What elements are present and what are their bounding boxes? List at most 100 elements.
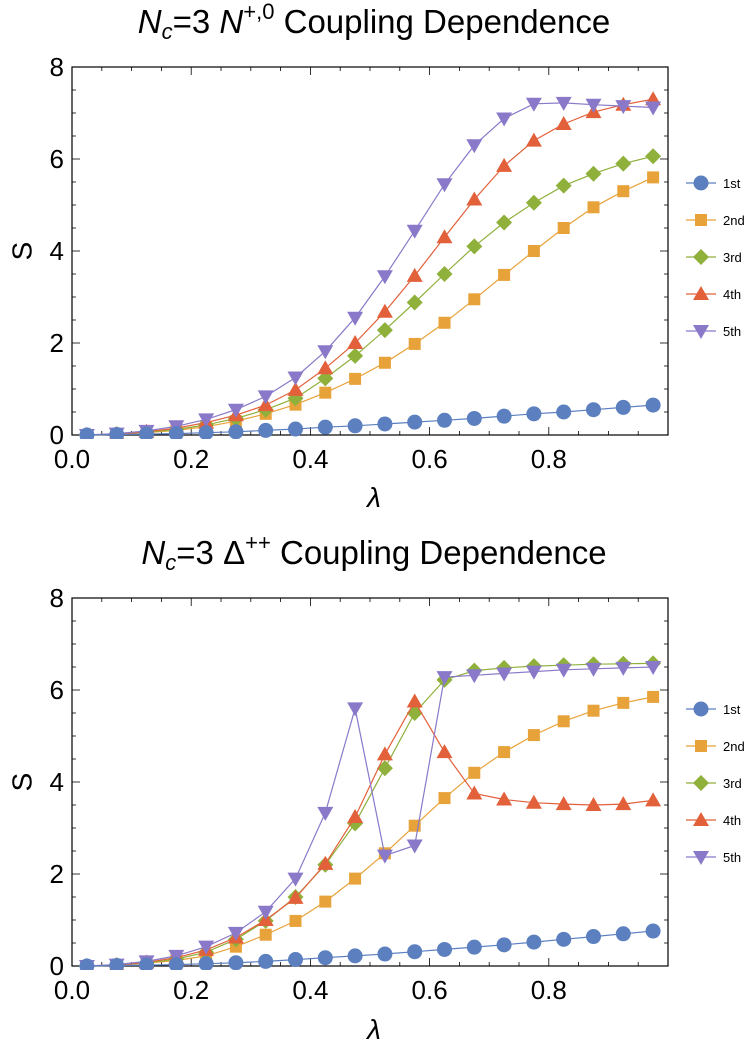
data-point-5th (317, 806, 334, 821)
data-point-4th (406, 267, 423, 282)
data-point-1st (288, 421, 303, 437)
data-point-1st (586, 929, 601, 945)
legend-label: 5th (723, 324, 741, 339)
series-3rd (78, 148, 662, 439)
data-point-4th (466, 191, 483, 206)
y-tick-label: 0 (50, 951, 64, 981)
data-point-2nd (557, 715, 570, 728)
y-tick-label: 6 (50, 144, 64, 174)
data-point-4th (317, 360, 334, 375)
legend-label: 2nd (723, 213, 745, 228)
series-2nd (80, 690, 660, 970)
legend-item-2nd: 2nd (686, 213, 745, 228)
data-point-1st (258, 422, 274, 438)
data-point-1st (198, 425, 214, 439)
minor-ticks (72, 598, 668, 966)
data-point-4th (287, 381, 304, 396)
series-4th (80, 693, 662, 970)
data-point-4th (347, 335, 364, 349)
data-point-5th (466, 669, 483, 684)
data-point-2nd (468, 766, 481, 779)
data-point-2nd (498, 268, 511, 281)
data-point-1st (139, 957, 154, 970)
data-point-1st (615, 399, 631, 415)
data-point-1st (288, 952, 303, 968)
data-point-1st (168, 426, 184, 439)
legend-label: 1st (723, 702, 741, 717)
legend-marker-5th (693, 325, 709, 339)
data-point-3rd (406, 294, 423, 311)
y-tick-label: 8 (50, 583, 64, 613)
y-tick-label: 4 (50, 236, 64, 266)
data-point-1st (526, 934, 542, 950)
legend-item-5th: 5th (686, 850, 741, 865)
legend-marker-3rd (693, 775, 709, 791)
x-tick-label: 0.0 (54, 975, 90, 1005)
data-point-3rd (645, 148, 662, 165)
data-point-3rd (347, 347, 364, 364)
data-point-3rd (496, 214, 513, 231)
y-tick-label: 0 (50, 420, 64, 450)
data-point-2nd (587, 704, 600, 717)
chart-panel-bottom: Nc=3 Δ++ Coupling Dependence 0.0 0.2 0.4 0.6… (0, 528, 749, 1051)
data-point-3rd (585, 165, 602, 182)
data-point-5th (585, 662, 602, 677)
minor-ticks (72, 67, 668, 435)
data-point-2nd (438, 792, 451, 805)
series-line-5th (86, 666, 654, 967)
data-point-1st (466, 939, 482, 955)
x-axis-label: λ (365, 482, 381, 513)
data-point-4th (525, 794, 542, 809)
data-point-2nd (587, 201, 600, 214)
chart-panel-top: Nc=3 N+,0 Coupling Dependence 0.0 0.2 0.4 0.… (0, 0, 749, 520)
legend-marker-4th (693, 286, 709, 300)
data-point-2nd (438, 316, 451, 329)
y-tick-label: 4 (50, 767, 64, 797)
data-point-1st (377, 946, 393, 962)
data-point-5th (317, 345, 334, 360)
data-point-5th (406, 839, 423, 854)
data-point-5th (227, 926, 244, 941)
data-point-1st (347, 418, 363, 434)
data-point-1st (407, 944, 423, 960)
data-point-1st (645, 923, 661, 939)
data-point-1st (109, 427, 125, 439)
chart-title: Nc=3 N+,0 Coupling Dependence (138, 0, 610, 44)
series-4th (80, 91, 662, 439)
data-point-1st (198, 956, 214, 970)
data-point-5th (287, 872, 304, 887)
data-point-1st (615, 926, 631, 942)
legend: 1st 2nd 3rd 4th 5th (686, 175, 745, 339)
data-point-1st (407, 414, 423, 430)
data-point-2nd (319, 386, 332, 399)
data-point-1st (168, 957, 184, 970)
data-point-4th (466, 785, 483, 800)
legend-item-3rd: 3rd (686, 249, 742, 265)
y-tick-label: 8 (50, 52, 64, 82)
series-line-2nd (86, 176, 654, 436)
data-point-1st (586, 402, 601, 418)
data-point-3rd (555, 177, 572, 194)
data-point-5th (198, 413, 215, 428)
data-point-1st (437, 941, 452, 957)
legend-item-2nd: 2nd (686, 739, 745, 754)
chart-svg-top: Nc=3 N+,0 Coupling Dependence 0.0 0.2 0.4 0.… (6, 0, 745, 513)
data-point-5th (585, 98, 602, 113)
series-line-5th (86, 102, 654, 436)
data-point-1st (79, 427, 95, 439)
data-point-5th (227, 403, 244, 418)
series-line-4th (86, 700, 654, 967)
data-point-5th (347, 311, 364, 326)
legend-marker-1st (693, 701, 709, 717)
data-point-2nd (647, 690, 660, 703)
series-2nd (80, 171, 660, 439)
data-point-2nd (259, 928, 272, 941)
data-point-4th (496, 791, 513, 806)
data-point-2nd (349, 372, 362, 385)
data-point-4th (406, 693, 423, 708)
data-point-2nd (289, 914, 302, 927)
data-point-2nd (527, 245, 540, 257)
data-point-5th (376, 270, 393, 285)
data-point-2nd (498, 746, 511, 759)
series-1st (79, 397, 661, 439)
